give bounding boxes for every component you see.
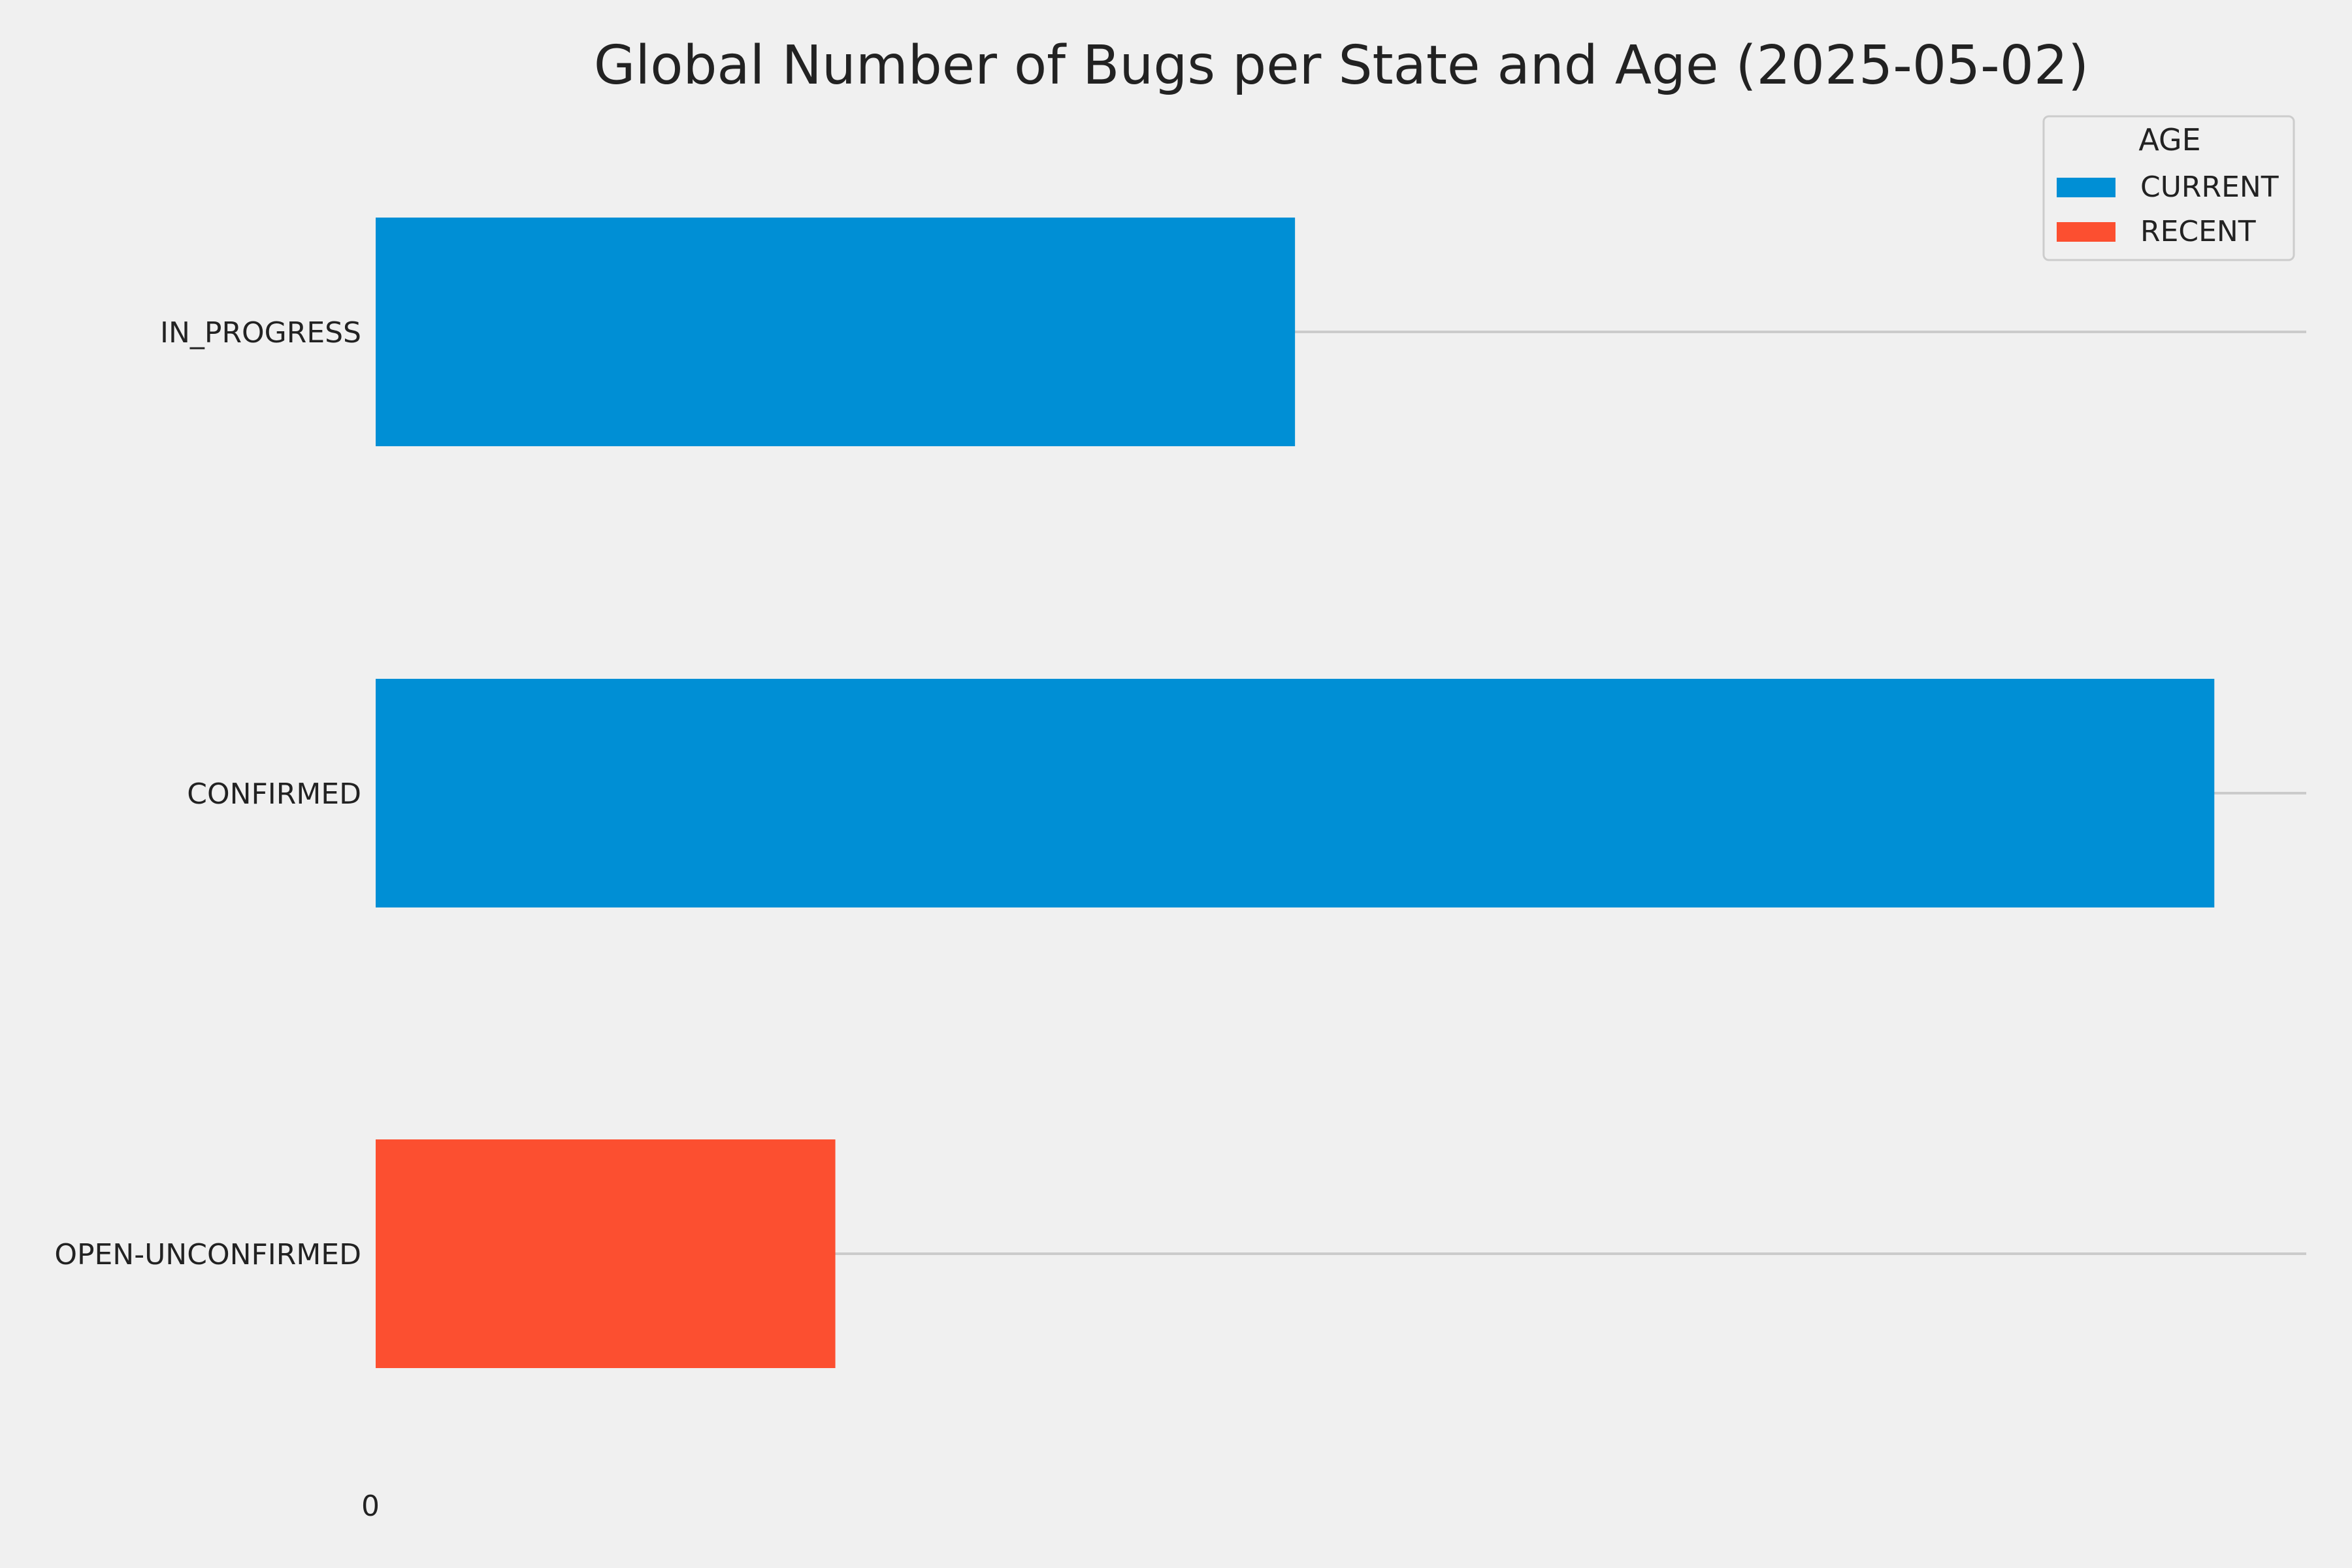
bar-confirmed-current [376,679,2215,907]
legend-entries: CURRENT RECENT [2057,171,2279,248]
label-layer: IN_PROGRESS CONFIRMED OPEN-UNCONFIRMED 0 [54,316,380,1523]
legend-swatch-current [2057,178,2115,197]
chart-title: Global Number of Bugs per State and Age … [594,35,2089,97]
legend-label-current: CURRENT [2140,171,2279,204]
bar-layer [376,218,2215,1368]
bar-open-unconfirmed-recent [376,1139,836,1368]
y-tick-label-open-unconfirmed: OPEN-UNCONFIRMED [54,1238,361,1271]
legend-swatch-recent [2057,222,2115,242]
y-tick-label-confirmed: CONFIRMED [187,777,361,811]
legend: AGE CURRENT RECENT [2042,115,2295,261]
y-tick-label-in_progress: IN_PROGRESS [160,316,361,350]
legend-title: AGE [2138,122,2200,157]
x-tick-label-0: 0 [361,1490,380,1523]
legend-label-recent: RECENT [2140,215,2256,248]
bar-in_progress-current [376,218,1296,446]
